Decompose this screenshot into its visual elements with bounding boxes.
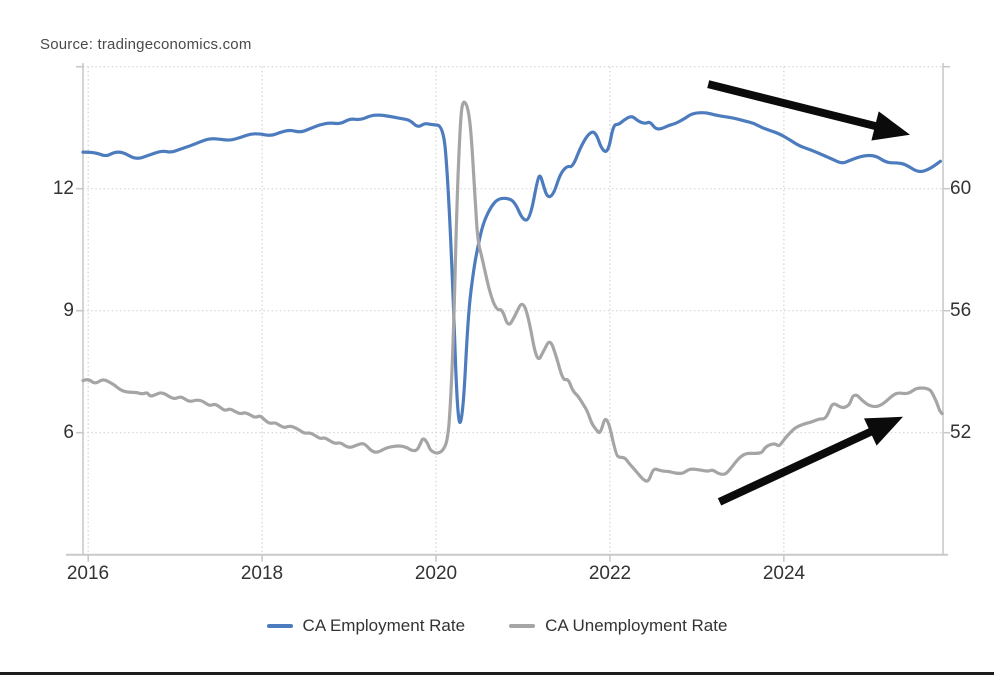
series-line-unemployment	[81, 100, 944, 483]
chart-legend: CA Employment Rate CA Unemployment Rate	[0, 610, 994, 642]
x-axis-tick-label: 2018	[240, 563, 284, 584]
employment-decline-arrow-head-icon	[871, 111, 910, 141]
x-axis-tick-label: 2024	[762, 563, 806, 584]
right-axis-tick-label: 60	[950, 178, 972, 199]
right-axis-tick-label: 56	[950, 300, 972, 321]
employment-series-swatch-icon	[266, 624, 293, 628]
bottom-divider	[0, 672, 994, 675]
x-axis-tick-label: 2016	[66, 563, 110, 584]
left-axis-tick-label: 6	[63, 422, 74, 443]
legend-label: CA Unemployment Rate	[545, 616, 728, 635]
legend-label: CA Employment Rate	[302, 616, 466, 635]
annotation-arrow-shaft	[707, 80, 890, 134]
left-axis-tick-label: 9	[63, 300, 74, 321]
x-axis-tick-label: 2020	[414, 563, 458, 584]
legend-item-unemployment[interactable]: CA Unemployment Rate	[509, 616, 727, 636]
unemployment-rise-arrow-head-icon	[864, 416, 903, 446]
series-line-employment	[81, 111, 942, 424]
unemployment-series-swatch-icon	[509, 624, 536, 628]
source-attribution: Source: tradingeconomics.com	[40, 36, 252, 53]
x-axis-tick-label: 2022	[588, 563, 632, 584]
annotation-arrow-shaft	[717, 422, 886, 506]
left-axis-tick-label: 12	[52, 178, 74, 199]
legend-item-employment[interactable]: CA Employment Rate	[266, 616, 466, 636]
right-axis-tick-label: 52	[950, 422, 972, 443]
